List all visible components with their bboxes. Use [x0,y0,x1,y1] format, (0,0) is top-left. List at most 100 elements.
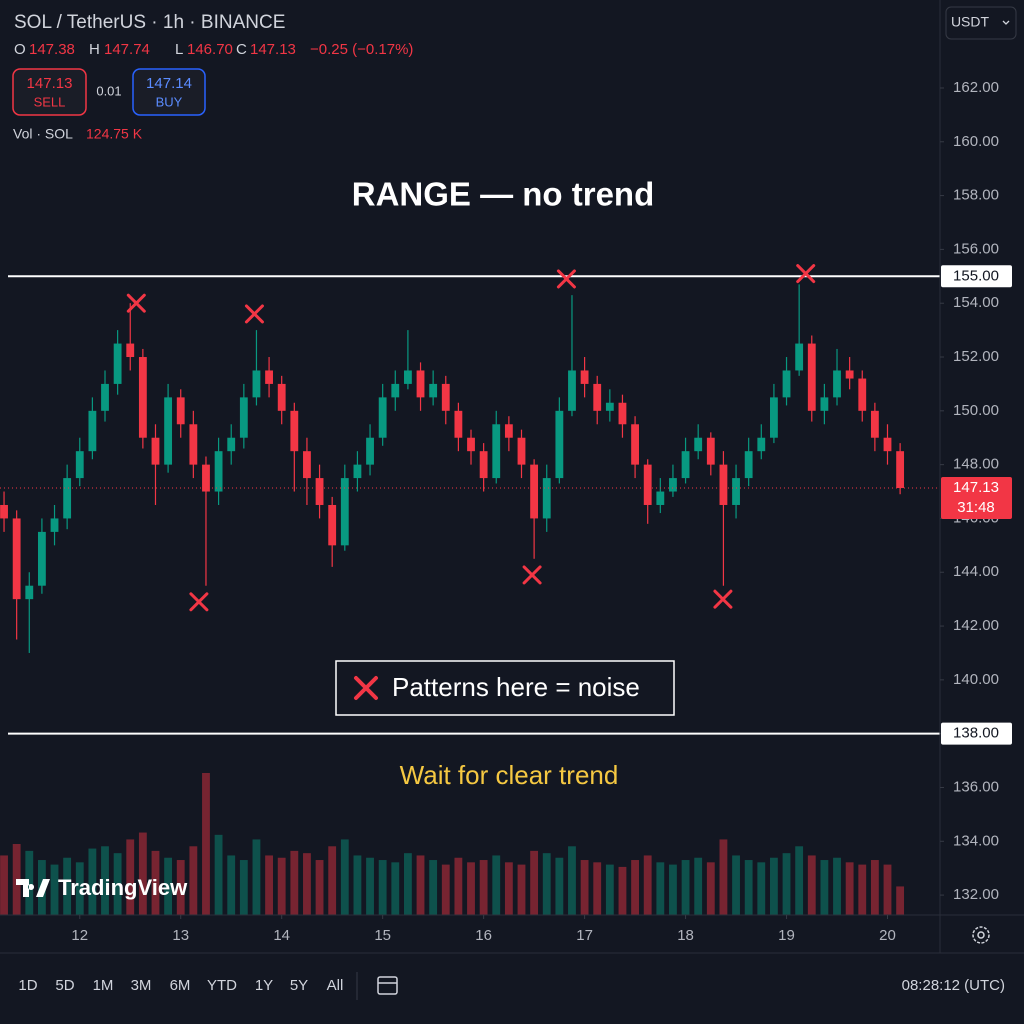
level-box [941,722,1012,745]
gear-center[interactable] [977,931,985,939]
volume-bar [252,839,261,915]
candle-body [618,402,627,425]
candle-body [164,397,173,465]
calendar-icon[interactable] [377,976,398,995]
volume-bar [694,857,703,915]
candle-body [883,437,892,452]
currency-label[interactable]: USDT [951,14,990,30]
volume-bar [50,864,59,915]
sell-box[interactable] [12,68,87,116]
buy-button[interactable]: 147.14 BUY [132,68,206,116]
volume-bar [202,773,210,915]
buy-label[interactable]: BUY [156,94,183,109]
volume-bar [75,862,84,915]
volume-bar [580,860,589,915]
volume-bar [858,864,867,915]
toolbar: 1D 5D 1M 3M 6M YTD 1Y 5Y All [18,977,343,994]
candle-body [265,370,273,384]
candle-body [126,343,135,358]
y-tick-label: 142.00 [953,617,999,634]
watermark-logo: TradingView [16,875,188,900]
ohlc-key: O [14,41,26,58]
ohlc-key: L [175,41,183,58]
range-button[interactable]: All [327,977,344,994]
candle-body [643,464,652,505]
candle-body [795,343,804,371]
volume-bar [88,848,97,915]
x-tick-label: 14 [273,927,290,944]
volume-bar [441,864,450,915]
range-button[interactable]: 3M [131,977,152,994]
buy-box[interactable] [132,68,206,116]
volume-bar [681,860,690,915]
y-tick-label: 162.00 [953,79,999,96]
range-button[interactable]: 5D [55,977,74,994]
candle-body [896,451,905,489]
y-tick-label: 134.00 [953,832,999,849]
volume-bar [63,857,72,915]
volume-bar [833,857,841,915]
candle-body [252,370,261,398]
volume-bar [138,832,147,915]
volume-bar [239,860,248,915]
last-price-label: 147.13 [953,479,999,496]
x-tick-label: 20 [879,927,896,944]
volume-bar [353,855,362,915]
volume-bar [227,855,236,915]
volume-bar [0,855,8,915]
candle-body [769,397,778,438]
range-button[interactable]: 1M [93,977,114,994]
candle-body [807,343,816,411]
volume-bar [605,864,614,915]
candle-body [63,478,72,519]
candle-body [593,383,602,411]
volume-bar [492,855,501,915]
candle-body [340,478,349,546]
candle-body [719,464,728,505]
range-button[interactable]: 1Y [255,977,273,994]
chevron-icon[interactable] [1002,20,1010,25]
sell-button[interactable]: 147.13 SELL [12,68,87,116]
buy-price[interactable]: 147.14 [146,75,192,92]
y-tick-label: 132.00 [953,886,999,903]
volume-bar [769,857,778,915]
settings-button[interactable] [972,926,990,944]
volume-bar [101,846,109,915]
currency-box[interactable] [945,6,1017,40]
range-button[interactable]: 6M [170,977,191,994]
candle-body [555,410,564,479]
ohlc-value: 147.38 [29,41,75,58]
gear-icon[interactable] [972,926,990,944]
candle-body [138,357,147,438]
candle-body [239,397,248,438]
volume-bar [845,862,854,915]
goto-date-button[interactable] [377,976,398,995]
candle-body [328,504,337,546]
candle-body [454,410,463,438]
candle-body [113,343,122,384]
volume-bar [378,860,387,915]
volume-bar [454,857,463,915]
volume-bar [618,866,627,915]
volume-bar [265,855,273,915]
sell-price[interactable]: 147.13 [27,75,73,92]
sell-label[interactable]: SELL [34,94,66,109]
x-tick-label: 19 [778,927,795,944]
candle-body [820,397,829,411]
candle-body [744,451,753,479]
candle-body [479,451,488,479]
range-button[interactable]: YTD [207,977,237,994]
candle-body [732,478,740,505]
currency-dropdown[interactable]: USDT [945,6,1017,40]
candle-body [189,424,198,465]
ohlc-key: H [89,41,100,58]
range-button[interactable]: 1D [18,977,37,994]
volume-bar [883,864,892,915]
candle-body [467,437,475,452]
volume-bar [870,860,879,915]
volume-bar [757,862,766,915]
range-button[interactable]: 5Y [290,977,308,994]
y-tick-label: 136.00 [953,778,999,795]
candle-body [50,518,59,532]
candle-body [366,437,374,465]
